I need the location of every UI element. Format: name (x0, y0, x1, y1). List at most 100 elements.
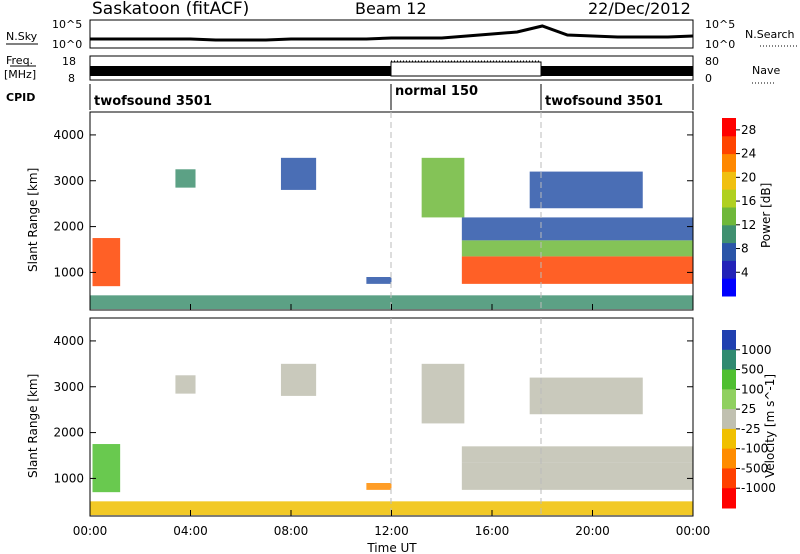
power-colorbar-swatch (722, 153, 736, 172)
velocity-colorbar-tick-label: -100 (741, 442, 768, 456)
velocity-colorbar-tick-label: 25 (741, 402, 756, 416)
power-colorbar-swatch (722, 242, 736, 261)
velocity-region (461, 446, 693, 463)
velocity-colorbar-tick-label: 500 (741, 363, 764, 377)
x-tick-label: 00:00 (73, 524, 108, 538)
noise-right-tick-top: 10^5 (705, 18, 735, 31)
power-region (366, 277, 392, 284)
freq-right-tick-top: 80 (705, 55, 719, 68)
power-colorbar-tick-label: 12 (741, 218, 756, 232)
freq-right-tick-bottom: 0 (705, 72, 712, 85)
power-y-ticks: 1000 2000 3000 4000 (53, 128, 693, 279)
velocity-region (366, 483, 392, 490)
velocity-region (92, 444, 121, 493)
velocity-region (421, 363, 465, 424)
x-tick-label: 16:00 (475, 524, 510, 538)
power-colorbar-swatch (722, 278, 736, 297)
velocity-region (461, 462, 693, 490)
power-colorbar-swatch (722, 118, 736, 137)
velocity-colorbar-swatch (722, 468, 736, 489)
y-tick-label: 2000 (53, 426, 84, 440)
velocity-colorbar-tick-label: -25 (741, 422, 761, 436)
power-region (175, 169, 196, 188)
frequency-panel: Freq. [MHz] 18 8 80 0 Nave (4, 54, 780, 85)
nave-label: Nave (752, 64, 780, 77)
power-colorbar-tick-label: 28 (741, 123, 756, 137)
power-colorbar-tick-label: 24 (741, 147, 756, 161)
power-colorbar-tick-label: 20 (741, 170, 756, 184)
freq-left-label-1: Freq. (6, 54, 33, 67)
velocity-region (280, 363, 317, 396)
power-region (421, 157, 465, 218)
velocity-colorbar-swatch (722, 409, 736, 430)
cpid-segment-label: twofsound 3501 (545, 94, 663, 109)
power-data-marks (90, 157, 693, 310)
power-colorbar-swatch (722, 224, 736, 244)
cpid-label: CPID (6, 91, 35, 104)
power-region (461, 240, 693, 257)
x-axis-label: Time UT (366, 541, 417, 554)
power-y-axis-label: Slant Range [km] (26, 168, 40, 272)
power-panel: 1000 2000 3000 4000 Slant Range [km] 4 8 12 16… (26, 111, 773, 311)
noise-left-label: N.Sky (6, 30, 38, 43)
y-tick-label: 3000 (53, 174, 84, 188)
freq-left-tick-bottom: 8 (68, 72, 75, 85)
y-tick-label: 4000 (53, 128, 84, 142)
noise-right-tick-bottom: 10^0 (705, 38, 735, 51)
velocity-colorbar-label: Velocity [m s^-1] (763, 374, 777, 478)
y-tick-label: 1000 (53, 471, 84, 485)
power-colorbar-swatch (722, 260, 736, 279)
y-tick-label: 2000 (53, 220, 84, 234)
velocity-colorbar-swatch (722, 428, 736, 450)
velocity-region (175, 375, 196, 394)
power-region (461, 217, 693, 241)
velocity-region (529, 377, 643, 415)
power-colorbar-swatch (722, 207, 736, 226)
power-region (461, 256, 693, 284)
power-colorbar-swatch (722, 189, 736, 208)
y-tick-label: 1000 (53, 265, 84, 279)
velocity-colorbar-tick-label: -500 (741, 461, 768, 475)
velocity-colorbar: 1000 500 100 25 -25 -100 -500 -1000 (722, 330, 776, 509)
x-tick-label: 08:00 (274, 524, 309, 538)
velocity-colorbar-swatch (722, 448, 736, 469)
station-title: Saskatoon (fitACF) (92, 0, 249, 19)
velocity-colorbar-tick-label: 1000 (741, 343, 772, 357)
freq-band-segment-1 (90, 66, 391, 76)
noise-panel: N.Sky 10^5 10^0 10^5 10^0 N.Search (6, 18, 798, 51)
cpid-panel: CPID twofsound 3501 normal 150 twofsound… (6, 84, 694, 110)
freq-left-label-2: [MHz] (4, 68, 36, 81)
velocity-colorbar-swatch (722, 330, 736, 351)
power-colorbar: 4 8 12 16 20 24 28 (722, 118, 756, 297)
x-tick-label: 12:00 (374, 524, 409, 538)
power-region (529, 171, 643, 209)
velocity-colorbar-swatch (722, 488, 736, 509)
x-tick-label: 20:00 (575, 524, 610, 538)
freq-left-tick-top: 18 (62, 55, 76, 68)
noise-left-tick-bottom: 10^0 (52, 38, 82, 51)
cpid-segment-label: twofsound 3501 (94, 94, 212, 109)
velocity-colorbar-swatch (722, 369, 736, 390)
velocity-y-ticks: 1000 2000 3000 4000 (53, 334, 693, 485)
power-colorbar-tick-label: 8 (741, 242, 749, 256)
freq-band-segment-2 (390, 61, 542, 77)
x-tick-label: 04:00 (173, 524, 208, 538)
noise-series-line (90, 24, 694, 42)
power-region (92, 238, 121, 287)
noise-left-tick-top: 10^5 (52, 18, 82, 31)
velocity-panel: 1000 2000 3000 4000 Slant Range [km] 1000 50… (26, 317, 777, 517)
velocity-y-axis-label: Slant Range [km] (26, 374, 40, 478)
velocity-colorbar-tick-label: -1000 (741, 481, 776, 495)
velocity-colorbar-swatch (722, 349, 736, 371)
power-colorbar-swatch (722, 171, 736, 190)
x-tick-label: 00:00 (676, 524, 711, 538)
y-tick-label: 4000 (53, 334, 84, 348)
power-colorbar-tick-label: 16 (741, 194, 756, 208)
beam-title: Beam 12 (355, 0, 427, 18)
date-title: 22/Dec/2012 (588, 0, 691, 18)
freq-band-segment-3 (541, 66, 693, 76)
power-colorbar-tick-label: 4 (741, 265, 749, 279)
y-tick-label: 3000 (53, 380, 84, 394)
velocity-colorbar-swatch (722, 389, 736, 410)
